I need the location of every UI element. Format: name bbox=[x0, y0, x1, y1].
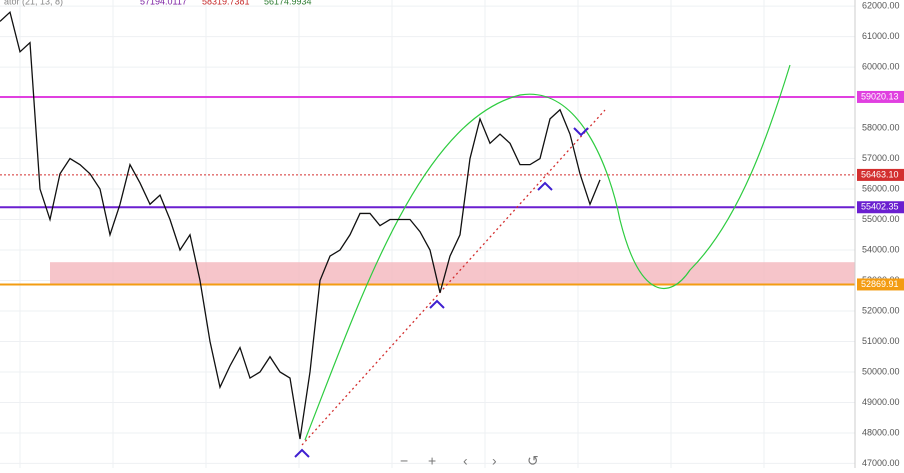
indicator-reading: 58319.7381 bbox=[202, 0, 250, 6]
y-tick-label: 55000.00 bbox=[862, 214, 900, 224]
y-tick-label: 51000.00 bbox=[862, 336, 900, 346]
y-tick-label: 50000.00 bbox=[862, 366, 900, 376]
trend-line bbox=[301, 109, 606, 446]
scroll-left[interactable]: ‹ bbox=[463, 453, 468, 469]
level-tag bbox=[857, 278, 904, 291]
marker bbox=[537, 181, 553, 191]
y-tick-label: 49000.00 bbox=[862, 397, 900, 407]
y-tick-label: 48000.00 bbox=[862, 427, 900, 437]
y-tick-label: 60000.00 bbox=[862, 61, 900, 71]
y-tick-label: 57000.00 bbox=[862, 153, 900, 163]
y-tick-label: 52000.00 bbox=[862, 305, 900, 315]
y-tick-label: 54000.00 bbox=[862, 244, 900, 254]
level-label: 56463.10 bbox=[861, 169, 899, 179]
series bbox=[0, 10, 601, 440]
level-label: 52869.91 bbox=[861, 279, 899, 289]
y-tick-label: 58000.00 bbox=[862, 122, 900, 132]
zoom-out[interactable]: − bbox=[400, 453, 408, 469]
zone-band bbox=[50, 262, 855, 285]
level-label: 55402.35 bbox=[861, 202, 899, 212]
level-tag bbox=[857, 201, 904, 214]
y-tick-label: 62000.00 bbox=[862, 0, 900, 10]
level-tag bbox=[857, 168, 904, 181]
markers bbox=[294, 127, 589, 458]
scroll-right[interactable]: › bbox=[492, 453, 497, 469]
indicator-header: ator (21, 13, 8) 57194.0117 58319.7381 5617… bbox=[4, 0, 312, 6]
toolbar: − + ‹ › ↺ bbox=[400, 453, 539, 469]
axis-labels: 47000.00 48000.00 49000.00 50000.00 51000.00… bbox=[857, 0, 904, 468]
projection-curve bbox=[304, 64, 791, 441]
marker bbox=[294, 448, 310, 458]
level-tag bbox=[857, 90, 904, 103]
marker bbox=[429, 299, 445, 309]
levels bbox=[0, 95, 855, 286]
marker bbox=[573, 127, 589, 137]
indicator-reading: 57194.0117 bbox=[140, 0, 187, 6]
zone bbox=[50, 262, 855, 285]
y-tick-label: 47000.00 bbox=[862, 458, 900, 468]
y-tick-label: 61000.00 bbox=[862, 31, 900, 41]
indicator-reading: 56174.9934 bbox=[264, 0, 312, 6]
level-label: 59020.13 bbox=[861, 91, 899, 101]
reset[interactable]: ↺ bbox=[527, 453, 539, 469]
y-tick-label: 56000.00 bbox=[862, 183, 900, 193]
indicator-name: ator (21, 13, 8) bbox=[4, 0, 63, 6]
zoom-in[interactable]: + bbox=[428, 453, 436, 469]
price-line bbox=[0, 10, 601, 440]
price-axis bbox=[855, 0, 904, 468]
